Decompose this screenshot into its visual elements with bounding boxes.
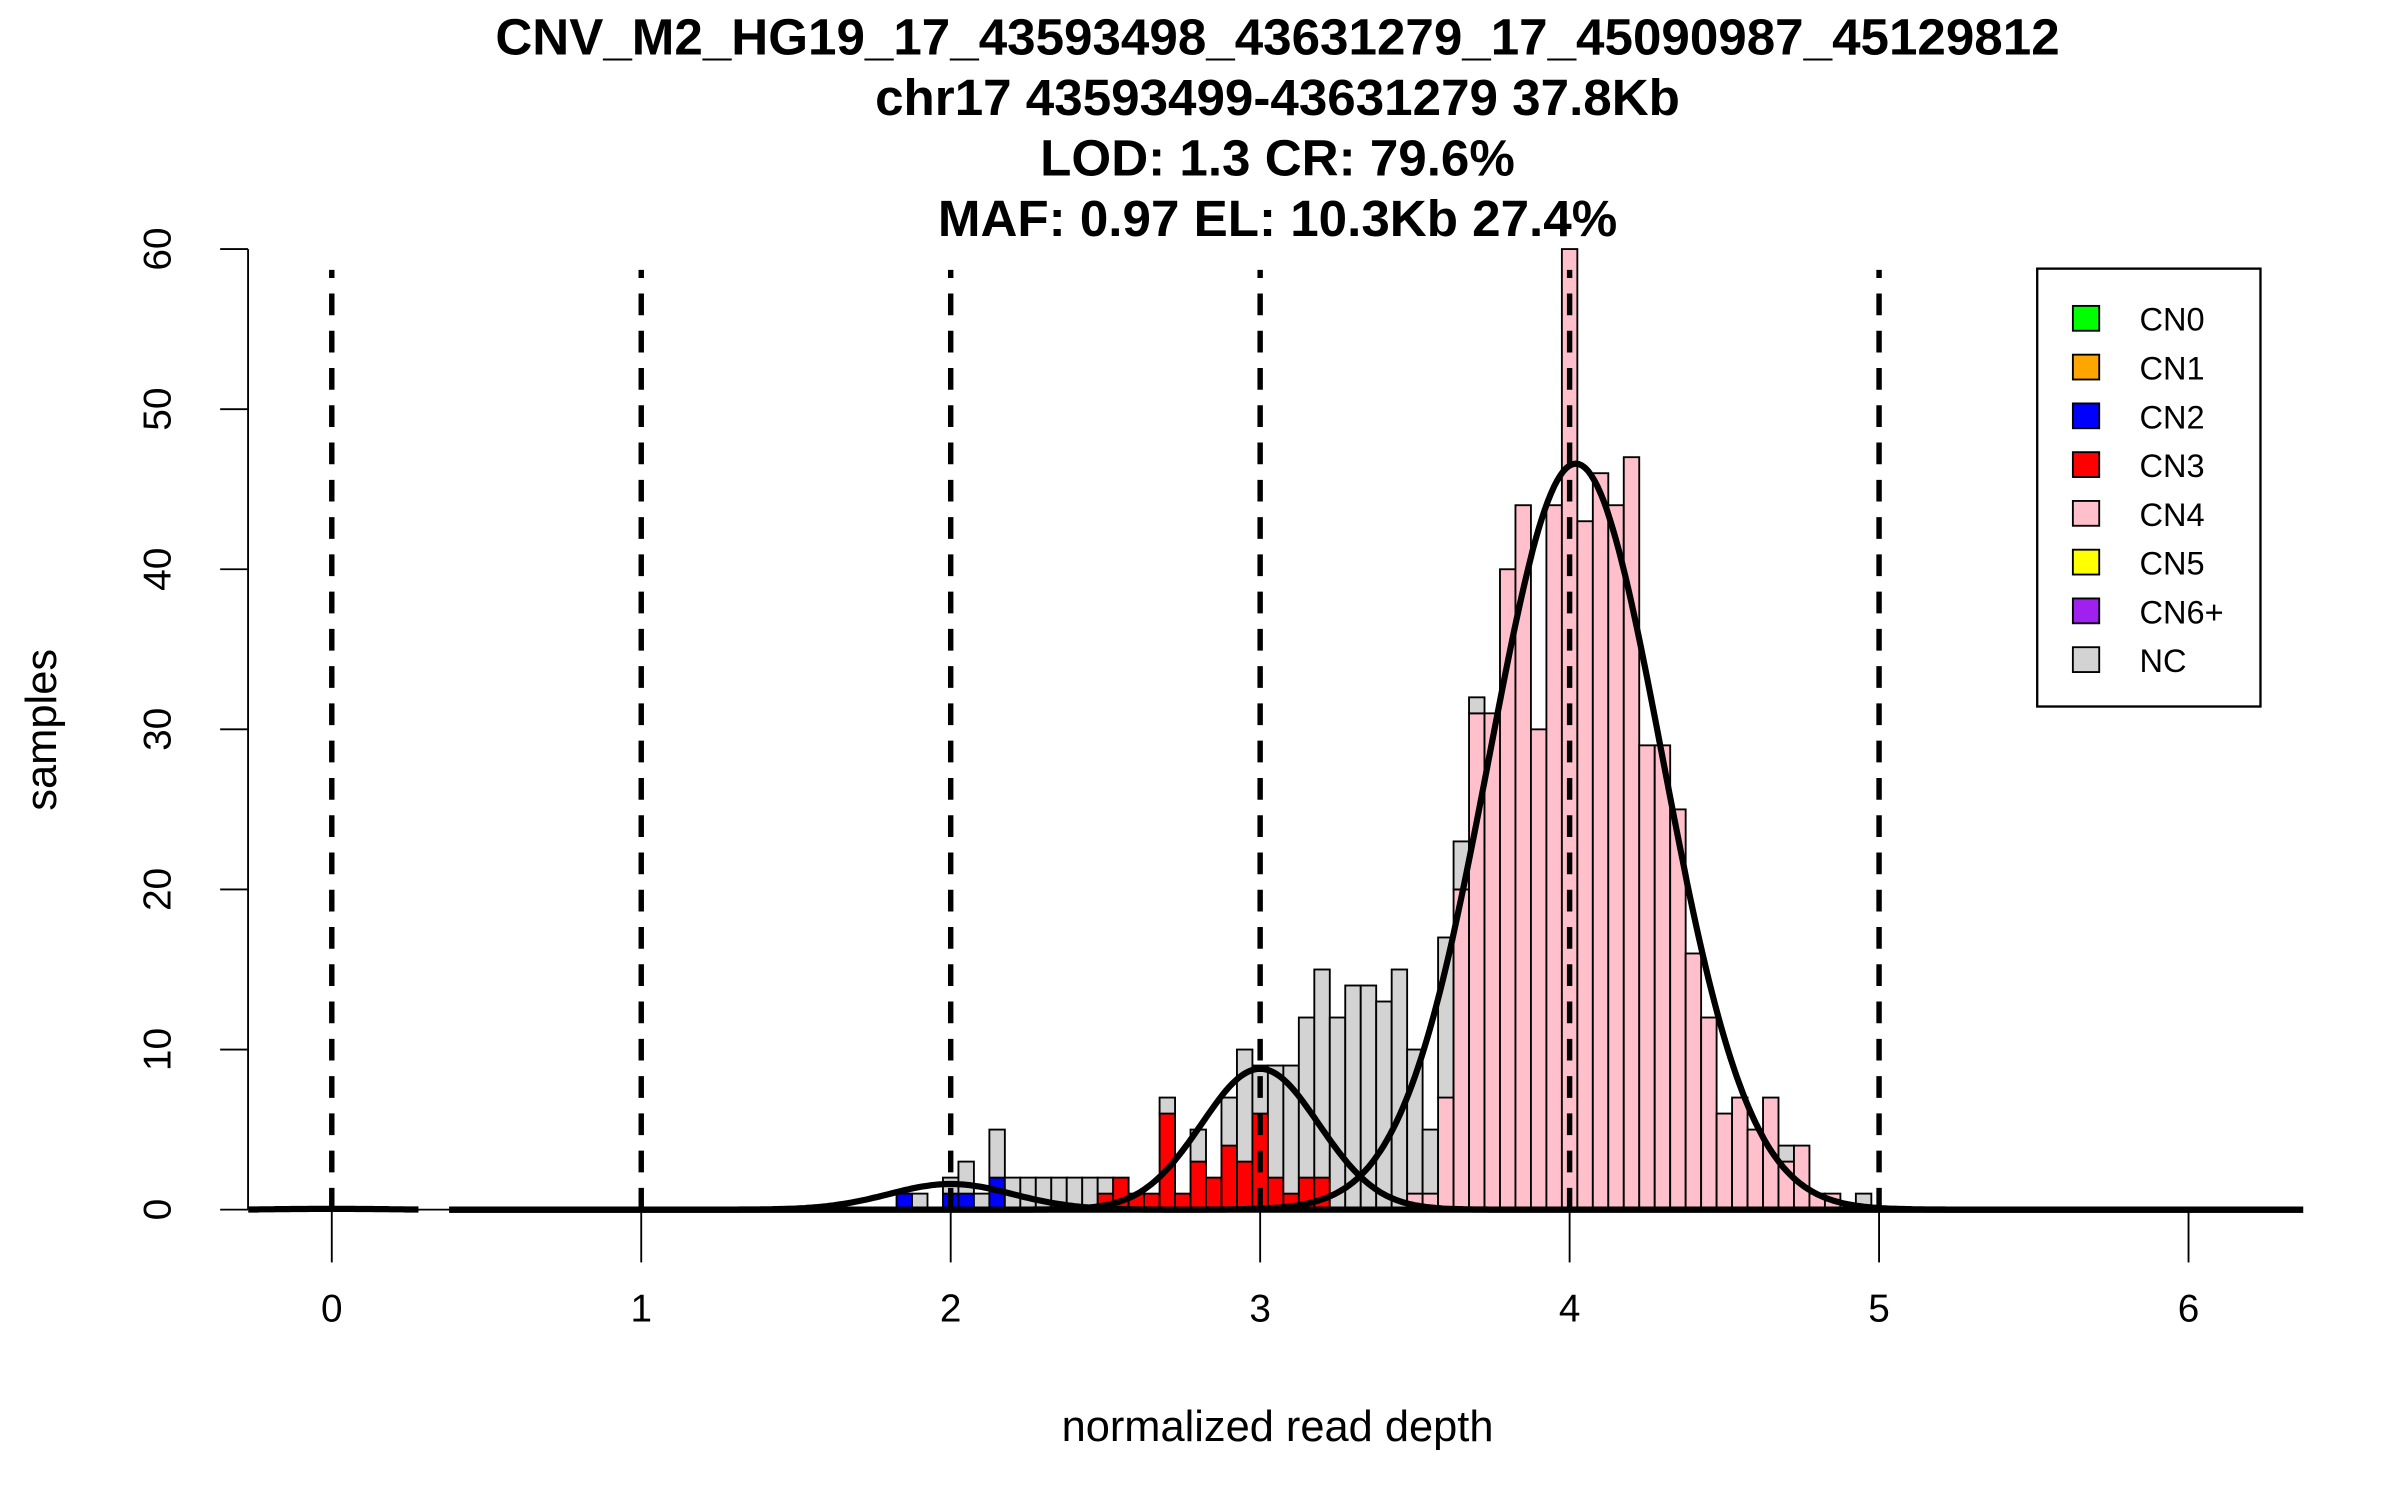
bar-cn4 (1746, 1128, 1764, 1211)
legend-label-cn0: CN0 (2140, 302, 2205, 338)
legend-label-cn1: CN1 (2140, 350, 2205, 386)
x-axis-label: normalized read depth (1062, 1403, 1494, 1451)
bar-nc (1313, 968, 1331, 1179)
histogram-bars (895, 248, 1873, 1211)
bar-cn4 (1653, 744, 1672, 1211)
legend-swatch-cn6plus (2071, 597, 2101, 625)
copy-number-lines (329, 269, 1882, 1210)
bar-nc (1236, 1048, 1254, 1163)
title-line-4: MAF: 0.97 EL: 10.3Kb 27.4% (938, 190, 1617, 247)
x-tick-label: 5 (1868, 1287, 1890, 1330)
bar-nc (988, 1128, 1006, 1179)
bar-nc (1220, 1096, 1238, 1147)
legend-label-cn3: CN3 (2140, 448, 2205, 484)
legend-label-cn5: CN5 (2140, 546, 2205, 582)
legend-label-cn6plus: CN6+ (2140, 594, 2224, 630)
bar-cn4 (1684, 952, 1703, 1211)
title-line-2: chr17 43593499-43631279 37.8Kb (875, 69, 1680, 126)
legend-swatch-cn2 (2071, 402, 2101, 430)
bar-nc (1096, 1176, 1115, 1195)
x-tick-label: 4 (1559, 1287, 1581, 1330)
x-tick-label: 0 (321, 1287, 343, 1330)
bar-cn4 (1731, 1096, 1749, 1211)
bar-cn4 (1591, 472, 1610, 1211)
y-tick-label: 0 (137, 1199, 180, 1221)
legend-swatch-cn0 (2071, 304, 2101, 332)
bar-cn4 (1530, 728, 1548, 1211)
bar-cn3 (1205, 1176, 1223, 1211)
title-line-3: LOD: 1.3 CR: 79.6% (1040, 129, 1515, 186)
x-tick-label: 6 (2178, 1287, 2200, 1330)
bar-cn4 (1715, 1112, 1734, 1211)
y-tick-label: 40 (137, 548, 180, 591)
legend-swatch-cn5 (2071, 548, 2101, 576)
bar-nc (1266, 1064, 1285, 1179)
bar-cn4 (1576, 520, 1594, 1211)
bar-cn4 (1700, 1016, 1718, 1211)
legend-box (2036, 267, 2262, 708)
bar-cn4 (1437, 1096, 1455, 1211)
bar-cn4 (1607, 504, 1625, 1211)
bar-cn4 (1483, 712, 1501, 1211)
bar-nc (1390, 968, 1409, 1211)
bar-cn4 (1545, 504, 1563, 1211)
legend-swatch-cn1 (2071, 353, 2101, 381)
bar-cn4 (1560, 248, 1579, 1211)
chart-title: CNV_M2_HG19_17_43593498_43631279_17_4509… (495, 8, 2059, 247)
legend-label-cn4: CN4 (2140, 497, 2205, 533)
y-axis-label: samples (18, 649, 66, 811)
x-tick-label: 2 (940, 1287, 962, 1330)
bar-cn3 (1313, 1176, 1331, 1211)
legend-swatch-cn3 (2071, 451, 2101, 478)
y-tick-label: 30 (137, 708, 180, 751)
bar-nc (1468, 696, 1486, 715)
bar-nc (1375, 1000, 1393, 1211)
title-line-1: CNV_M2_HG19_17_43593498_43631279_17_4509… (495, 8, 2059, 65)
y-tick-label: 60 (137, 227, 180, 270)
bar-nc (1158, 1096, 1176, 1115)
y-tick-label: 20 (137, 868, 180, 911)
y-tick-label: 50 (137, 388, 180, 431)
legend-label-nc: NC (2140, 643, 2187, 679)
x-tick-label: 1 (630, 1287, 652, 1330)
bar-cn3 (1236, 1160, 1254, 1211)
bar-nc (957, 1160, 975, 1195)
legend-swatch-nc (2071, 646, 2101, 673)
legend-swatch-cn4 (2071, 500, 2101, 527)
bar-nc (1421, 1128, 1440, 1195)
y-axis: 0 10 20 30 40 50 60 (137, 227, 249, 1221)
bar-cn3 (1189, 1160, 1207, 1211)
x-axis: 0 1 2 3 4 5 6 (321, 1208, 2200, 1330)
bar-cn4 (1638, 744, 1656, 1211)
bar-nc (1328, 1016, 1347, 1211)
x-tick-label: 3 (1249, 1287, 1271, 1330)
legend: CN0 CN1 CN2 CN3 CN4 CN5 CN6+ NC (2036, 267, 2262, 708)
legend-label-cn2: CN2 (2140, 399, 2205, 435)
bar-cn3 (1220, 1144, 1238, 1211)
y-tick-label: 10 (137, 1028, 180, 1071)
